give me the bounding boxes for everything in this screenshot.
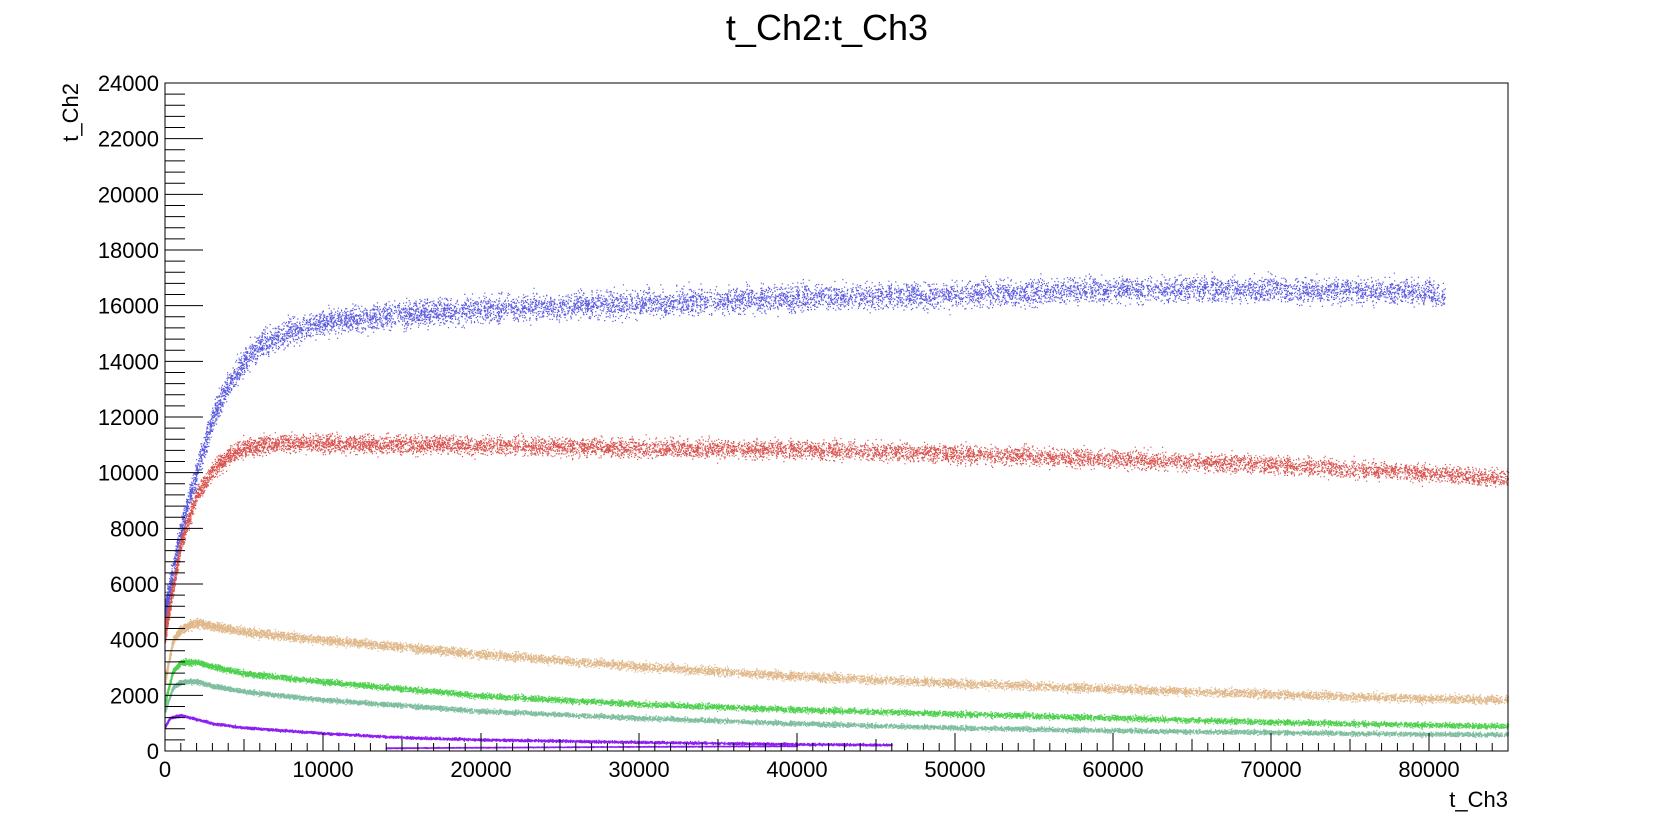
y-tick-label: 4000 — [110, 628, 159, 653]
x-tick-label: 0 — [159, 757, 171, 782]
x-tick-label: 70000 — [1240, 757, 1301, 782]
x-tick-label: 10000 — [292, 757, 353, 782]
x-axis-title: t_Ch3 — [1449, 787, 1508, 812]
series-4 — [165, 678, 1510, 739]
x-tick-label: 80000 — [1398, 757, 1459, 782]
y-tick-label: 24000 — [98, 71, 159, 96]
y-axis: 0 2000 4000 6000 8000 10000 12000 14000 16000 180… — [98, 71, 203, 764]
y-tick-label: 0 — [147, 739, 159, 764]
x-axis: 0 10000 20000 30000 40000 50000 60000 70000 8000… — [159, 733, 1509, 782]
data-points — [165, 271, 1510, 750]
x-tick-label: 60000 — [1082, 757, 1143, 782]
y-tick-label: 8000 — [110, 516, 159, 541]
series-6 — [386, 745, 799, 750]
y-tick-label: 16000 — [98, 294, 159, 319]
series-points — [165, 713, 893, 748]
series-points — [165, 431, 1510, 644]
y-tick-label: 2000 — [110, 683, 159, 708]
series-2 — [165, 617, 1510, 706]
x-tick-label: 30000 — [608, 757, 669, 782]
series-points — [165, 678, 1510, 739]
series-1 — [165, 431, 1510, 644]
series-5 — [165, 713, 893, 748]
series-points — [386, 745, 799, 750]
x-tick-label: 50000 — [924, 757, 985, 782]
y-tick-label: 22000 — [98, 127, 159, 152]
x-tick-label: 40000 — [766, 757, 827, 782]
y-tick-label: 10000 — [98, 461, 159, 486]
y-tick-label: 6000 — [110, 572, 159, 597]
y-tick-label: 12000 — [98, 405, 159, 430]
y-tick-label: 20000 — [98, 182, 159, 207]
chart-title: t_Ch2:t_Ch3 — [726, 7, 928, 48]
y-axis-title: t_Ch2 — [58, 83, 83, 142]
series-points — [165, 617, 1510, 706]
plot-frame — [164, 82, 1509, 752]
x-tick-label: 20000 — [450, 757, 511, 782]
y-tick-label: 14000 — [98, 349, 159, 374]
series-3 — [165, 658, 1510, 730]
series-points — [165, 658, 1510, 730]
y-tick-label: 18000 — [98, 238, 159, 263]
